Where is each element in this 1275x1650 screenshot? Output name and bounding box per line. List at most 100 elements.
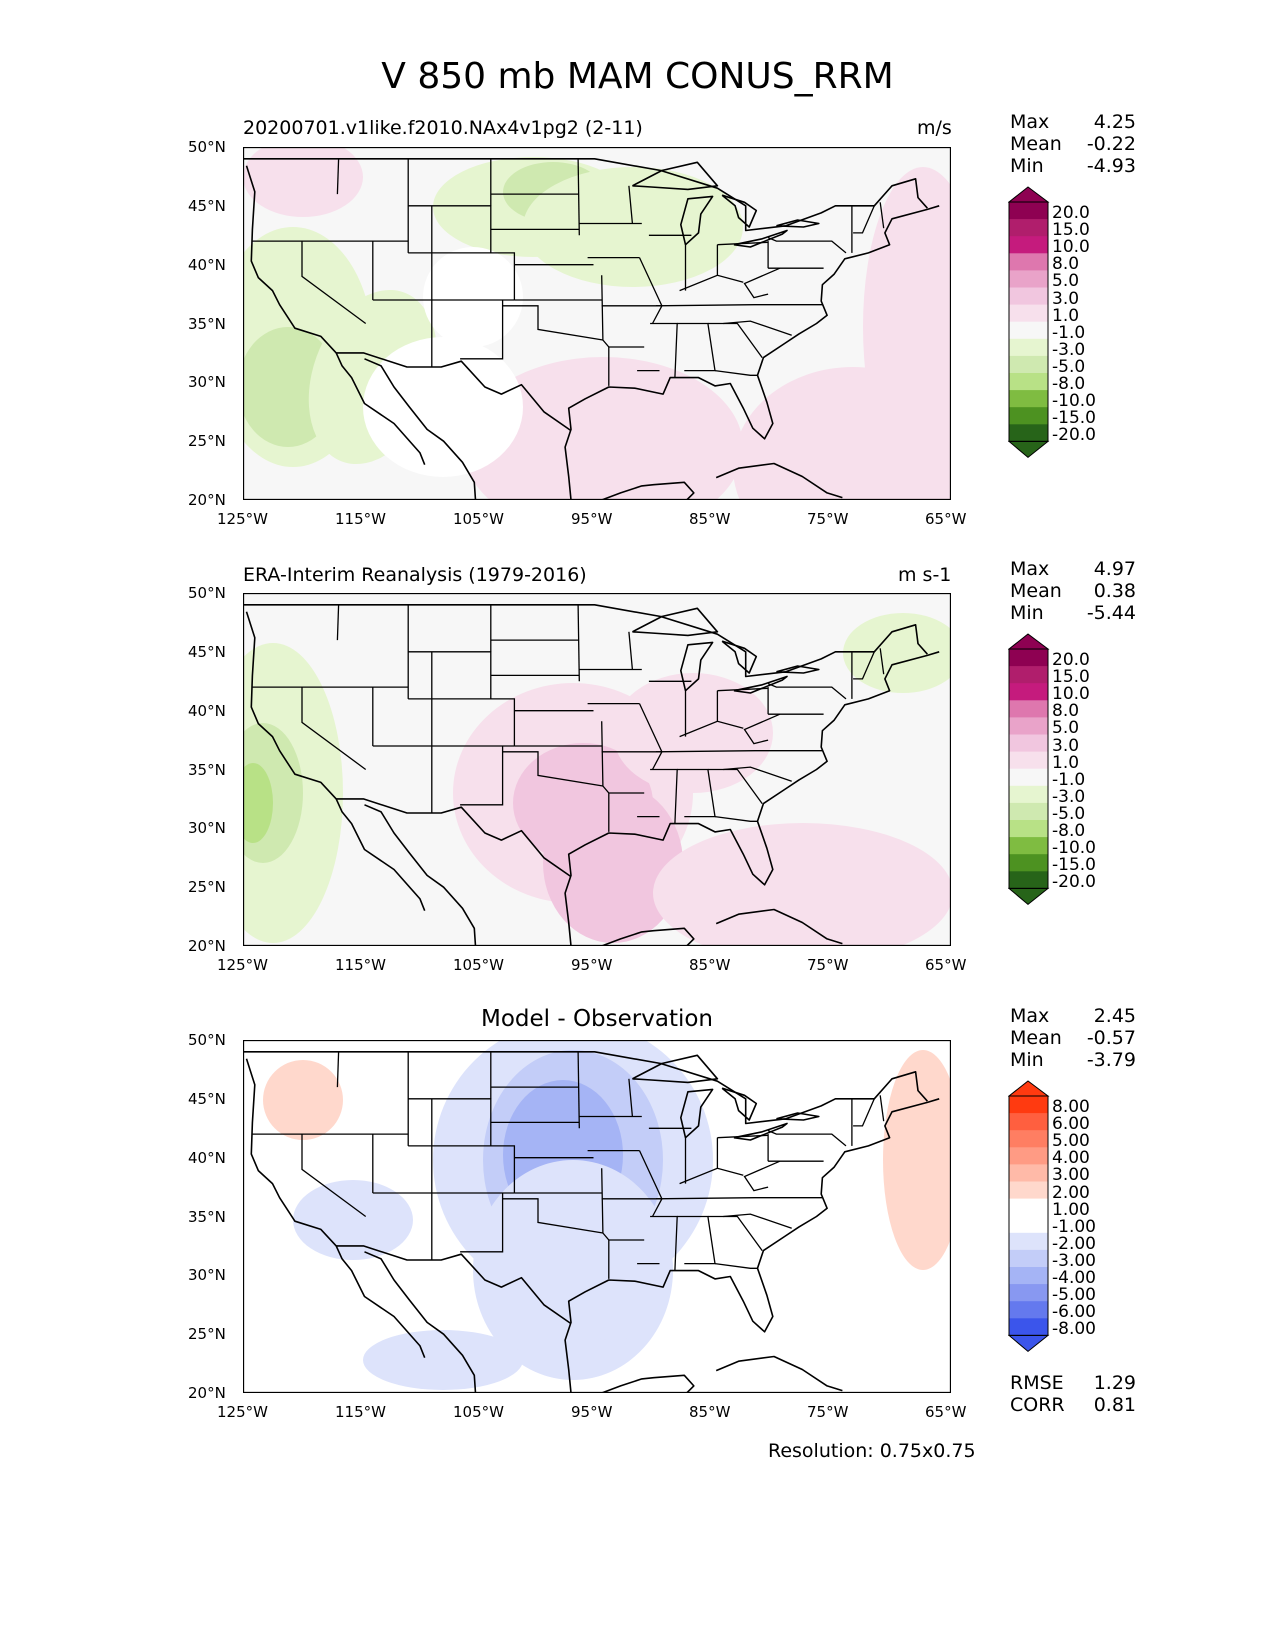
lat-tick-label: 30°N bbox=[188, 373, 226, 392]
colorbar-tick-label: 4.00 bbox=[1052, 1148, 1090, 1169]
contour-fill bbox=[243, 763, 273, 843]
colorbar-segment bbox=[1009, 338, 1048, 357]
colorbar-tick-label: -10.0 bbox=[1052, 391, 1096, 412]
stat-label: Min bbox=[1010, 155, 1044, 177]
colorbar-extend-bottom bbox=[1008, 887, 1050, 906]
stat-value: 4.25 bbox=[1093, 111, 1136, 133]
state-border bbox=[853, 651, 875, 680]
colorbar-segment bbox=[1009, 355, 1048, 374]
map-frame bbox=[243, 593, 951, 946]
colorbar-segment bbox=[1009, 683, 1048, 701]
state-border bbox=[502, 1198, 604, 1234]
lat-tick-label: 20°N bbox=[188, 937, 226, 955]
state-border bbox=[853, 205, 875, 234]
state-border bbox=[628, 1078, 634, 1117]
colorbar-tick-label: 5.00 bbox=[1052, 1131, 1090, 1152]
colorbar-tick-label: 15.0 bbox=[1052, 220, 1090, 241]
stat-label: Mean bbox=[1010, 580, 1062, 602]
panel2-left-title: ERA-Interim Reanalysis (1979-2016) bbox=[243, 564, 587, 586]
lake-outline bbox=[679, 1088, 714, 1139]
lake-outline bbox=[776, 1112, 820, 1121]
colorbar-segment bbox=[1009, 1267, 1048, 1285]
lon-tick-label: 95°W bbox=[571, 1403, 613, 1421]
colorbar-segment bbox=[1009, 717, 1048, 736]
colorbar-segment bbox=[1009, 304, 1048, 323]
lake-outline bbox=[733, 1122, 788, 1141]
colorbar-segment bbox=[1009, 854, 1048, 872]
colorbar-extend-top bbox=[1008, 186, 1050, 203]
colorbar-segment bbox=[1009, 1181, 1048, 1200]
colorbar-segment bbox=[1009, 1198, 1048, 1217]
state-border bbox=[601, 721, 610, 832]
map-frame bbox=[243, 147, 951, 500]
lon-tick-label: 85°W bbox=[689, 1403, 731, 1421]
colorbar-segment bbox=[1009, 287, 1048, 306]
lake-outline bbox=[776, 219, 820, 228]
stat-label: Max bbox=[1010, 558, 1050, 580]
colorbar-segment bbox=[1009, 1284, 1048, 1302]
state-border bbox=[714, 369, 758, 376]
stat-value: -0.22 bbox=[1086, 133, 1136, 155]
contour-fill bbox=[263, 1060, 343, 1140]
state-border bbox=[767, 683, 847, 700]
stat-value: -0.57 bbox=[1086, 1027, 1136, 1049]
lat-tick-label: 20°N bbox=[188, 1384, 226, 1402]
stat-label: Mean bbox=[1010, 1027, 1062, 1049]
lake-outline bbox=[679, 195, 714, 246]
lon-tick-label: 65°W bbox=[925, 1403, 967, 1421]
lat-tick-label: 30°N bbox=[188, 819, 226, 838]
lat-tick-label: 45°N bbox=[188, 642, 226, 661]
lon-tick-label: 105°W bbox=[453, 1403, 504, 1421]
state-border bbox=[879, 202, 885, 229]
national-border bbox=[336, 798, 572, 878]
colorbar-extend-bottom bbox=[1008, 1334, 1050, 1353]
panel3-center-title: Model - Observation bbox=[480, 1006, 714, 1032]
stat-value: -3.79 bbox=[1086, 1049, 1136, 1071]
state-border bbox=[655, 304, 823, 307]
colorbar-tick-label: 8.00 bbox=[1052, 1097, 1090, 1117]
colorbar-extend-top bbox=[1008, 633, 1050, 650]
state-border bbox=[336, 158, 340, 195]
panel1-stats: Max 4.25 Mean -0.22 Min -4.93 bbox=[1010, 111, 1136, 177]
contour-fill bbox=[843, 613, 951, 693]
state-border bbox=[655, 1197, 823, 1200]
panel2-stats: Max 4.97 Mean 0.38 Min -5.44 bbox=[1010, 558, 1136, 624]
colorbar-tick-label: 1.0 bbox=[1052, 305, 1080, 326]
state-border bbox=[677, 322, 716, 372]
state-border bbox=[853, 1098, 875, 1127]
coastline bbox=[245, 165, 426, 465]
lat-tick-label: 45°N bbox=[188, 196, 226, 215]
colorbar-tick-label: 20.0 bbox=[1052, 203, 1090, 223]
colorbar-segment bbox=[1009, 1249, 1048, 1268]
colorbar-tick-label: -8.0 bbox=[1052, 821, 1086, 841]
state-border bbox=[601, 275, 610, 386]
stat-value: 4.97 bbox=[1093, 558, 1136, 580]
lon-tick-label: 75°W bbox=[807, 510, 849, 528]
colorbar-segment bbox=[1009, 219, 1048, 237]
colorbar-tick-label: -3.00 bbox=[1052, 1250, 1096, 1271]
colorbar-tick-label: -5.00 bbox=[1052, 1285, 1096, 1306]
state-border bbox=[767, 1130, 847, 1147]
colorbar-segment bbox=[1009, 236, 1048, 254]
lon-tick-label: 125°W bbox=[217, 956, 268, 974]
lon-tick-label: 65°W bbox=[925, 956, 967, 974]
coastline bbox=[564, 651, 940, 946]
lon-tick-label: 115°W bbox=[335, 956, 386, 974]
national-border bbox=[243, 604, 928, 678]
lon-tick-label: 65°W bbox=[925, 510, 967, 528]
colorbar-segment bbox=[1009, 1232, 1048, 1251]
contour-fill bbox=[523, 167, 743, 287]
colorbar-segment bbox=[1009, 390, 1048, 408]
colorbar-tick-label: 10.0 bbox=[1052, 684, 1090, 705]
stat-value: 0.38 bbox=[1093, 580, 1136, 602]
state-border bbox=[628, 631, 634, 670]
state-border bbox=[717, 687, 769, 692]
colorbar-frame bbox=[1008, 1095, 1049, 1336]
colorbar-segment bbox=[1009, 1147, 1048, 1165]
colorbar-frame bbox=[1008, 648, 1049, 889]
state-border bbox=[336, 1051, 340, 1088]
state-border bbox=[714, 1262, 758, 1269]
lon-tick-label: 105°W bbox=[453, 956, 504, 974]
stat-label: Mean bbox=[1010, 133, 1062, 155]
stat-label: CORR bbox=[1010, 1394, 1065, 1416]
